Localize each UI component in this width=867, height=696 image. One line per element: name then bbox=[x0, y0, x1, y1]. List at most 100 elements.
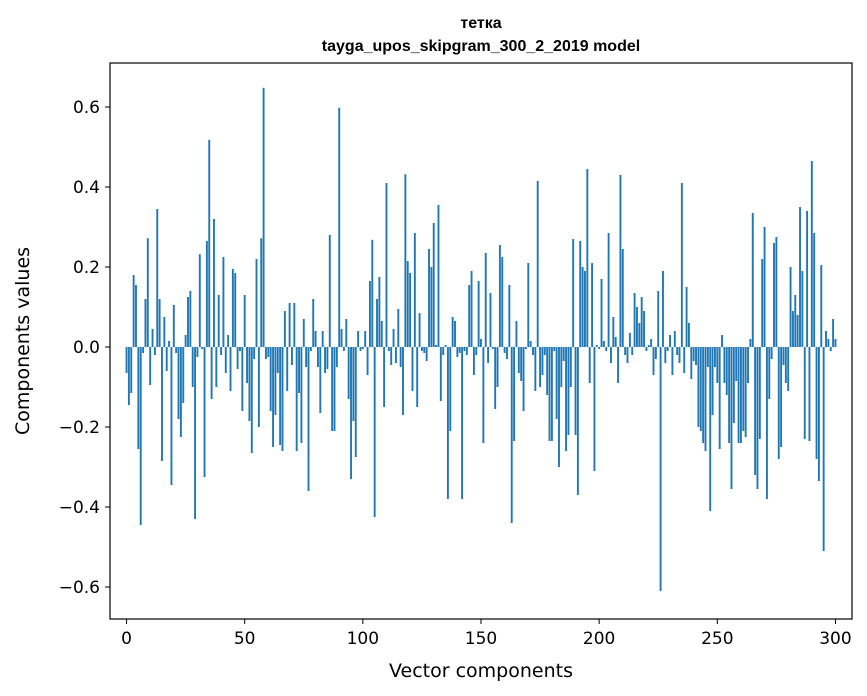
bar-259 bbox=[737, 347, 740, 443]
bar-68 bbox=[286, 347, 289, 391]
bar-296 bbox=[825, 331, 827, 347]
bar-204 bbox=[607, 233, 610, 347]
bar-104 bbox=[371, 239, 374, 347]
bar-57 bbox=[260, 238, 263, 347]
bar-131 bbox=[435, 345, 438, 347]
bar-70 bbox=[291, 347, 293, 365]
bar-233 bbox=[676, 347, 679, 355]
bar-0 bbox=[125, 347, 128, 373]
bar-46 bbox=[234, 273, 237, 347]
bar-215 bbox=[633, 293, 636, 347]
bar-257 bbox=[732, 347, 735, 423]
bar-137 bbox=[449, 347, 452, 431]
bar-292 bbox=[815, 347, 818, 459]
bar-242 bbox=[697, 347, 700, 427]
bar-154 bbox=[489, 293, 492, 347]
chart-subtitle: tayga_upos_skipgram_300_2_2019 model bbox=[322, 38, 640, 55]
bar-203 bbox=[605, 347, 608, 351]
bar-241 bbox=[695, 347, 697, 365]
bar-295 bbox=[822, 347, 825, 551]
bar-188 bbox=[569, 347, 572, 387]
bar-256 bbox=[730, 347, 733, 489]
y-tick-label: −0.6 bbox=[59, 578, 100, 598]
bar-202 bbox=[602, 341, 605, 347]
bar-32 bbox=[201, 347, 204, 349]
bar-225 bbox=[657, 291, 660, 347]
bar-98 bbox=[357, 331, 360, 347]
bar-125 bbox=[420, 347, 423, 351]
bar-240 bbox=[692, 347, 695, 361]
bar-300 bbox=[834, 339, 837, 347]
bar-123 bbox=[416, 347, 419, 407]
bar-186 bbox=[565, 347, 568, 451]
bar-29 bbox=[194, 347, 197, 519]
bar-234 bbox=[678, 347, 681, 363]
bar-22 bbox=[177, 347, 180, 419]
bar-298 bbox=[829, 347, 832, 351]
bar-41 bbox=[222, 257, 225, 347]
bar-66 bbox=[281, 347, 284, 451]
bar-91 bbox=[340, 329, 343, 347]
bar-28 bbox=[191, 347, 194, 387]
bar-96 bbox=[352, 347, 355, 421]
bar-149 bbox=[477, 281, 480, 347]
bar-20 bbox=[172, 305, 175, 347]
x-tick-label: 300 bbox=[819, 629, 851, 649]
bar-185 bbox=[562, 347, 565, 361]
bar-38 bbox=[215, 347, 218, 387]
bar-111 bbox=[387, 347, 390, 351]
bar-206 bbox=[612, 317, 615, 347]
bar-238 bbox=[688, 323, 690, 347]
bar-161 bbox=[506, 347, 508, 359]
bar-209 bbox=[619, 175, 622, 347]
bar-124 bbox=[418, 313, 421, 347]
bar-115 bbox=[397, 309, 400, 347]
bar-230 bbox=[669, 335, 671, 347]
bar-258 bbox=[735, 347, 738, 381]
bar-299 bbox=[832, 319, 835, 347]
y-tick-label: 0.6 bbox=[73, 98, 100, 118]
bar-174 bbox=[536, 181, 539, 347]
bar-279 bbox=[784, 347, 787, 383]
bar-89 bbox=[335, 347, 338, 367]
bar-177 bbox=[543, 347, 546, 355]
bar-246 bbox=[706, 347, 709, 367]
bar-221 bbox=[647, 345, 650, 347]
bar-293 bbox=[817, 347, 820, 481]
bar-127 bbox=[425, 347, 428, 361]
bar-243 bbox=[699, 347, 702, 431]
bar-100 bbox=[361, 347, 364, 349]
bar-261 bbox=[742, 347, 745, 431]
bar-72 bbox=[295, 347, 298, 451]
bar-294 bbox=[820, 265, 823, 347]
y-tick-label: −0.2 bbox=[59, 418, 100, 438]
bar-247 bbox=[709, 347, 712, 511]
bar-280 bbox=[787, 347, 790, 391]
bar-278 bbox=[782, 347, 785, 365]
plot-frame bbox=[109, 62, 853, 620]
bar-85 bbox=[326, 347, 329, 369]
bar-213 bbox=[628, 333, 631, 347]
x-tick-label: 250 bbox=[701, 629, 733, 649]
bar-74 bbox=[300, 347, 303, 443]
bar-179 bbox=[548, 347, 551, 441]
bar-138 bbox=[451, 317, 454, 347]
bar-249 bbox=[714, 347, 716, 367]
bar-135 bbox=[444, 345, 447, 347]
bar-40 bbox=[220, 347, 223, 355]
bar-196 bbox=[588, 347, 591, 383]
bar-271 bbox=[765, 347, 768, 499]
bar-54 bbox=[253, 347, 256, 359]
bar-9 bbox=[146, 238, 149, 347]
x-tick-label: 0 bbox=[121, 629, 132, 649]
bar-147 bbox=[472, 347, 475, 375]
bar-110 bbox=[385, 183, 388, 347]
chart-title: тетка bbox=[460, 15, 501, 32]
bar-218 bbox=[640, 297, 643, 347]
bar-94 bbox=[347, 347, 350, 399]
bar-159 bbox=[501, 257, 504, 347]
bar-275 bbox=[775, 237, 778, 347]
bar-173 bbox=[534, 347, 537, 391]
bar-17 bbox=[165, 347, 168, 371]
bar-101 bbox=[364, 331, 367, 347]
